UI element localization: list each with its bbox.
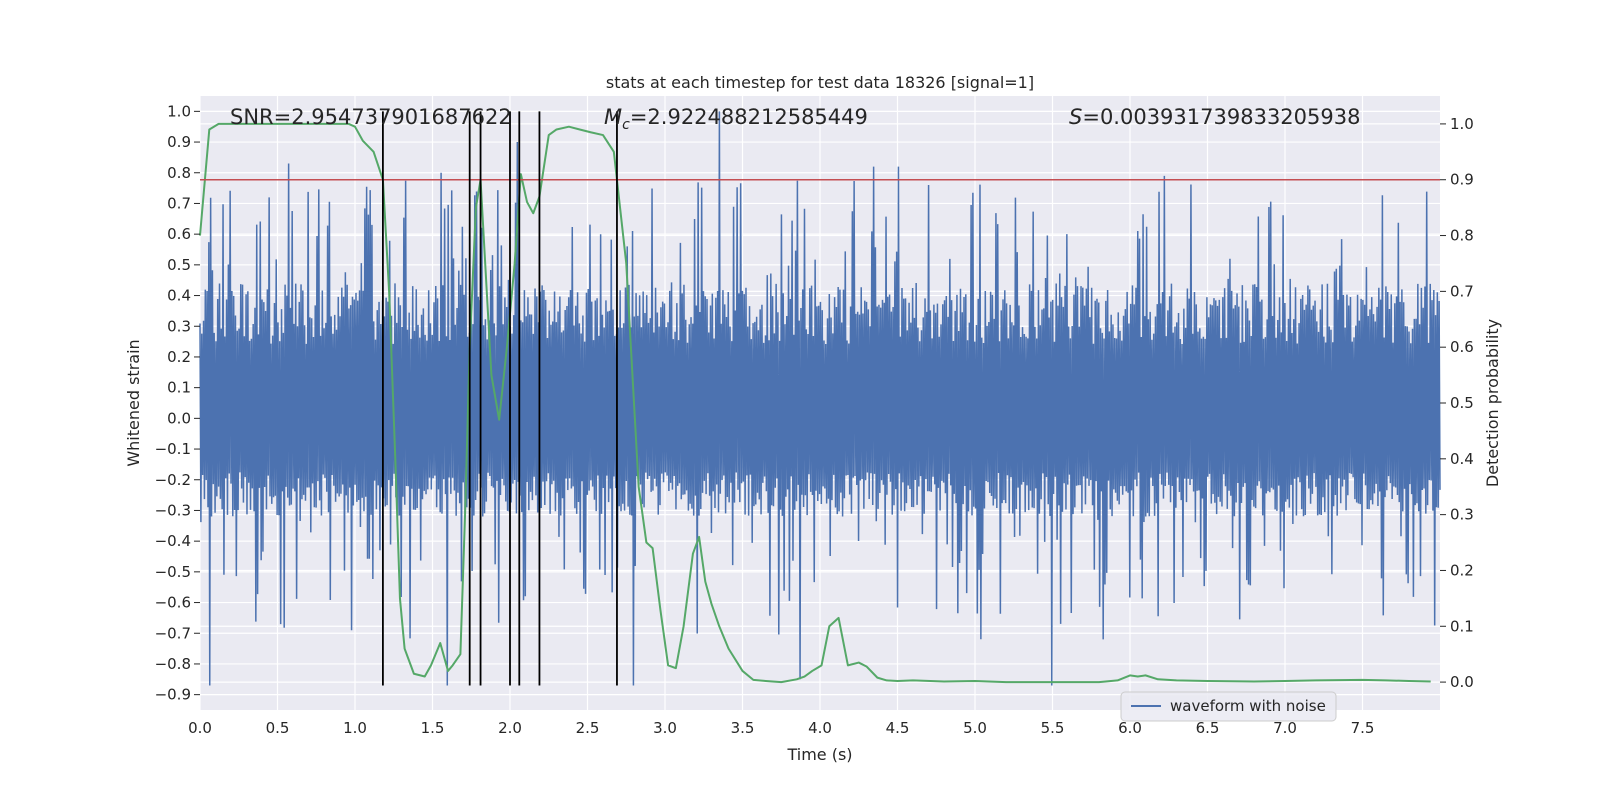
x-tick-label-10: 5.0 [963, 719, 987, 737]
x-tick-label-0: 0.0 [188, 719, 212, 737]
snr-annotation: SNR=2.954737901687622 [230, 105, 512, 129]
y-axis-left: 1.0 0.9 0.8 0.7 0.6 0.5 0.4 0.3 0.2 0.1 0.0 −0.1 −0.… [155, 102, 200, 704]
legend-box [1120, 691, 1337, 722]
x-tick-label-15: 7.5 [1351, 719, 1375, 737]
y-tick-label-16: −0.6 [155, 594, 191, 612]
y-axis-label: Whitened strain [124, 339, 143, 466]
x-axis-label: Time (s) [786, 745, 852, 764]
x-tick-label-14: 7.0 [1273, 719, 1297, 737]
mc-subscript: c [622, 117, 630, 133]
x-tick-label-13: 6.5 [1196, 719, 1220, 737]
y-axis-right: 1.0 0.9 0.8 0.7 0.6 0.5 0.4 0.3 0.2 0.1 0.0 [1440, 115, 1474, 691]
s-value: =0.003931739833205938 [1082, 105, 1360, 129]
legend: waveform with noise [1120, 691, 1337, 722]
y2-tick-label-8: 0.2 [1450, 561, 1474, 579]
y2-tick-label-5: 0.5 [1450, 394, 1474, 412]
x-tick-label-12: 6.0 [1118, 719, 1142, 737]
x-tick-label-2: 1.0 [343, 719, 367, 737]
y2-tick-label-0: 1.0 [1450, 115, 1474, 133]
y-tick-label-12: −0.2 [155, 471, 191, 489]
x-tick-label-11: 5.5 [1041, 719, 1065, 737]
y-tick-label-13: −0.3 [155, 501, 191, 519]
y2-tick-label-7: 0.3 [1450, 506, 1474, 524]
y-tick-label-5: 0.5 [167, 256, 191, 274]
y2-axis-label: Detection probability [1483, 319, 1502, 487]
y-tick-label-9: 0.1 [167, 379, 191, 397]
y2-tick-label-3: 0.7 [1450, 282, 1474, 300]
x-axis: 0.0 0.5 1.0 1.5 2.0 2.5 3.0 3.5 4.0 4.5 5.0 5.5 6.0 6… [188, 719, 1374, 737]
y-tick-label-11: −0.1 [155, 440, 191, 458]
y2-tick-label-9: 0.1 [1450, 617, 1474, 635]
probability-series [199, 122, 1431, 684]
x-tick-label-7: 3.5 [731, 719, 755, 737]
y-tick-label-0: 1.0 [167, 102, 191, 120]
y-tick-label-14: −0.4 [155, 532, 191, 550]
x-tick-label-6: 3.0 [653, 719, 677, 737]
x-tick-label-5: 2.5 [576, 719, 600, 737]
y-tick-label-15: −0.5 [155, 563, 191, 581]
y2-tick-label-10: 0.0 [1450, 673, 1474, 691]
y2-tick-label-2: 0.8 [1450, 227, 1474, 245]
y-tick-label-10: 0.0 [167, 409, 191, 427]
x-tick-label-9: 4.5 [886, 719, 910, 737]
y-tick-label-18: −0.8 [155, 655, 191, 673]
vlines-group [381, 111, 618, 686]
mc-symbol: M [604, 105, 622, 129]
chart-title: stats at each timestep for test data 183… [606, 73, 1034, 92]
legend-label-waveform: waveform with noise [1170, 697, 1326, 715]
y2-tick-label-1: 0.9 [1450, 171, 1474, 189]
x-tick-label-4: 2.0 [498, 719, 522, 737]
y-tick-label-4: 0.6 [167, 225, 191, 243]
y-tick-label-17: −0.7 [155, 624, 191, 642]
s-annotation: S=0.003931739833205938 [1069, 105, 1360, 129]
mc-value: =2.922488212585449 [630, 105, 868, 129]
waveform-series [199, 111, 1441, 686]
x-tick-label-8: 4.0 [808, 719, 832, 737]
x-tick-label-3: 1.5 [421, 719, 445, 737]
waveform-line [199, 111, 1441, 686]
y-tick-label-6: 0.4 [167, 287, 191, 305]
y-tick-label-2: 0.8 [167, 164, 191, 182]
y2-tick-label-6: 0.4 [1450, 450, 1474, 468]
y-tick-label-19: −0.9 [155, 686, 191, 704]
x-tick-label-1: 0.5 [266, 719, 290, 737]
y-tick-label-3: 0.7 [167, 194, 191, 212]
mc-annotation: Mc=2.922488212585449 [604, 105, 868, 133]
y-tick-label-8: 0.2 [167, 348, 191, 366]
y2-tick-label-4: 0.6 [1450, 338, 1474, 356]
probability-line [199, 122, 1431, 684]
y-tick-label-7: 0.3 [167, 317, 191, 335]
y-tick-label-1: 0.9 [167, 133, 191, 151]
s-symbol: S [1069, 105, 1082, 129]
